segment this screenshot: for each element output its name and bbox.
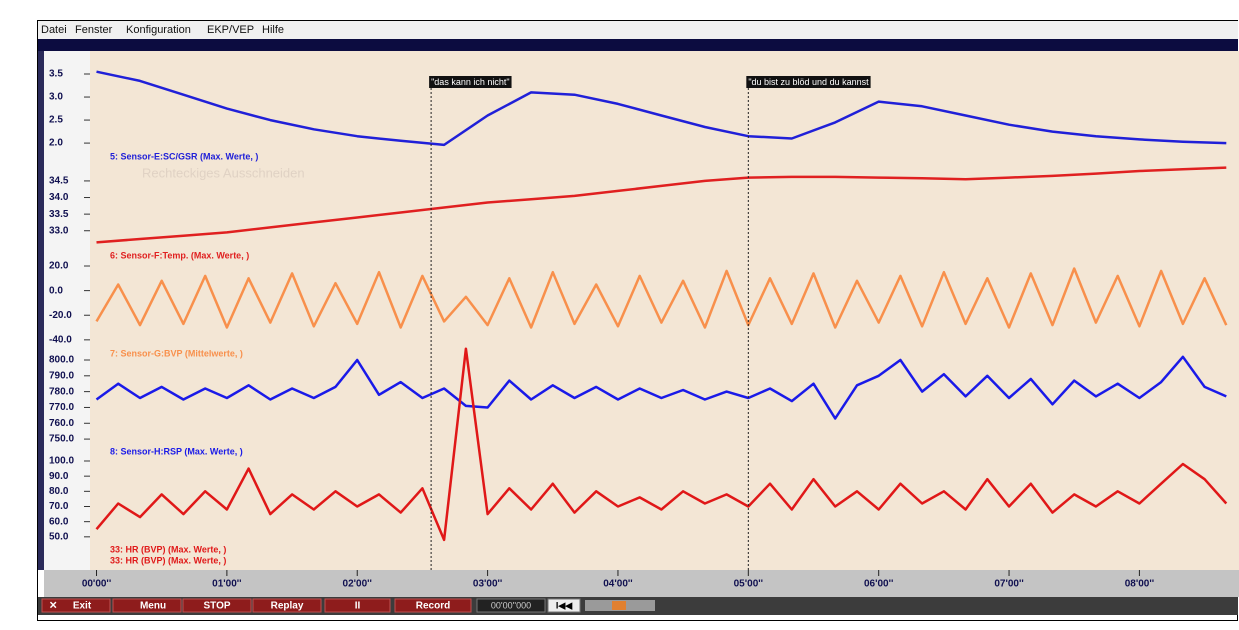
series-label: 33: HR (BVP) (Max. Werte, ) <box>110 555 226 565</box>
y-tick-label: 60.0 <box>49 516 69 527</box>
y-tick-label: 80.0 <box>49 486 69 497</box>
time-value: 00'00''000 <box>491 600 531 610</box>
series-label: 5: Sensor-E:SC/GSR (Max. Werte, ) <box>110 151 258 161</box>
y-tick-label: 20.0 <box>49 261 69 272</box>
y-tick-label: 0.0 <box>49 285 63 296</box>
axis-column <box>44 51 90 570</box>
series-label: 33: HR (BVP) (Max. Werte, ) <box>110 544 226 554</box>
signal-line <box>95 267 1228 329</box>
y-tick-label: 50.0 <box>49 531 69 542</box>
series-label: 6: Sensor-F:Temp. (Max. Werte, ) <box>110 250 249 260</box>
y-tick-label: 70.0 <box>49 501 69 512</box>
y-tick-label: 2.0 <box>49 138 63 149</box>
y-tick-label: 33.0 <box>49 225 69 236</box>
y-tick-label: 750.0 <box>49 434 74 445</box>
x-tick-label: 06'00'' <box>864 579 893 590</box>
x-tick-label: 04'00'' <box>603 579 632 590</box>
y-tick-label: 800.0 <box>49 355 74 366</box>
menu-item[interactable]: Fenster <box>75 24 113 36</box>
event-label: "du bist zu blöd und du kannst <box>748 77 869 87</box>
y-tick-label: 3.5 <box>49 69 63 80</box>
y-tick-label: -40.0 <box>49 334 72 345</box>
y-tick-label: 33.5 <box>49 209 69 220</box>
toolbar-button[interactable] <box>252 598 322 613</box>
x-tick-label: 02'00'' <box>343 579 372 590</box>
series-label: 7: Sensor-G:BVP (Mittelwerte, ) <box>110 348 243 358</box>
menu-item[interactable]: Konfiguration <box>126 24 191 36</box>
title-strip <box>38 39 1238 51</box>
y-tick-label: 780.0 <box>49 386 74 397</box>
event-label-bg <box>746 76 871 88</box>
y-tick-label: 790.0 <box>49 370 74 381</box>
y-tick-label: 90.0 <box>49 471 69 482</box>
button-label: Record <box>416 601 450 612</box>
x-tick-label: 00'00'' <box>82 579 111 590</box>
button-label: Replay <box>271 601 304 612</box>
toolbar-button[interactable] <box>112 598 182 613</box>
x-tick-label: 05'00'' <box>734 579 763 590</box>
toolbar-button[interactable] <box>41 598 111 613</box>
rewind-label: I◀◀ <box>556 600 573 610</box>
toolbar-button[interactable] <box>324 598 391 613</box>
y-tick-label: -20.0 <box>49 310 72 321</box>
button-label: STOP <box>203 601 230 612</box>
toolbar-button[interactable] <box>394 598 472 613</box>
event-label-bg <box>429 76 512 88</box>
y-tick-label: 100.0 <box>49 456 74 467</box>
x-tick-label: 07'00'' <box>994 579 1023 590</box>
menu-item[interactable]: EKP/VEP <box>207 24 254 36</box>
toolbar-button[interactable] <box>182 598 252 613</box>
plot-area <box>90 51 1239 570</box>
overlay-text: Rechteckiges Ausschneiden <box>142 165 305 180</box>
y-tick-label: 770.0 <box>49 402 74 413</box>
y-tick-label: 34.5 <box>49 176 69 187</box>
exit-icon: ✕ <box>49 601 57 612</box>
y-tick-label: 3.0 <box>49 92 63 103</box>
signal-line <box>95 355 1227 420</box>
rewind-button[interactable] <box>547 598 581 613</box>
series-label: 8: Sensor-H:RSP (Max. Werte, ) <box>110 446 243 456</box>
x-tick-label: 08'00'' <box>1125 579 1154 590</box>
signal-line <box>96 166 1227 244</box>
event-label: "das kann ich nicht" <box>431 77 509 87</box>
y-tick-label: 760.0 <box>49 418 74 429</box>
button-label: Exit <box>73 601 92 612</box>
slider-thumb <box>612 601 626 610</box>
button-label: II <box>355 601 361 612</box>
button-label: Menu <box>140 601 166 612</box>
x-tick-label: 03'00'' <box>473 579 502 590</box>
menu-bar <box>38 21 1238 39</box>
menu-item[interactable]: Hilfe <box>262 24 284 36</box>
left-strip <box>38 51 44 570</box>
time-display <box>476 598 546 613</box>
x-tick-label: 01'00'' <box>212 579 241 590</box>
time-axis-bar <box>44 570 1239 597</box>
y-tick-label: 2.5 <box>49 115 63 126</box>
menu-item[interactable]: Datei <box>41 24 67 36</box>
signal-line <box>95 347 1228 542</box>
signal-line <box>96 70 1227 147</box>
y-tick-label: 34.0 <box>49 192 69 203</box>
